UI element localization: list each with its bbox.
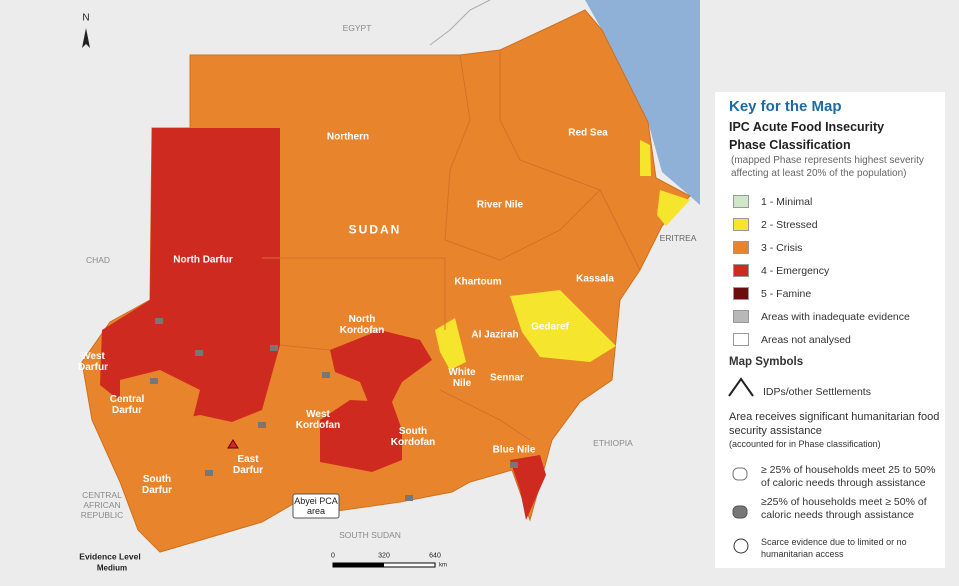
north-arrow (82, 28, 90, 48)
scarce-icon (733, 538, 749, 554)
phase4-area (330, 330, 432, 412)
phase2-area (657, 190, 690, 226)
region-label: Red Sea (568, 127, 608, 139)
assistance-note: (accounted for in Phase classification) (729, 439, 881, 449)
phase-label: Areas not analysed (761, 333, 851, 346)
assist-icon-light (732, 467, 748, 481)
phase-row: Areas with inadequate evidence (733, 309, 910, 324)
region-label: River Nile (476, 199, 524, 211)
state-borders (262, 50, 641, 441)
legend-title: Key for the Map (729, 98, 842, 115)
phase-swatch (733, 333, 749, 346)
assist-light: ≥ 25% of households meet 25 to 50% of ca… (761, 464, 936, 489)
region-label: South Kordofan (390, 426, 436, 448)
phase-label: 4 - Emergency (761, 264, 830, 277)
phase-swatch (733, 287, 749, 300)
phase-swatch (733, 264, 749, 277)
region-label: Kassala (576, 273, 614, 285)
country-label: SOUTH SUDAN (339, 530, 401, 540)
phase-row: 5 - Famine (733, 286, 811, 301)
region-label: Blue Nile (492, 444, 536, 456)
region-label: East Darfur (232, 454, 263, 476)
idp-symbol (227, 439, 239, 449)
region-label: North Darfur (173, 254, 233, 266)
region-label: White Nile (448, 367, 476, 389)
country-label: EGYPT (342, 23, 372, 33)
phase-swatch (733, 241, 749, 254)
region-label: Central Darfur (109, 394, 145, 416)
phase-row: 1 - Minimal (733, 194, 812, 209)
country-label: CENTRAL AFRICAN REPUBLIC (80, 490, 124, 520)
phase-row: Areas not analysed (733, 332, 851, 347)
phase4-area (100, 128, 280, 425)
assistance-title: Area receives significant humanitarian f… (729, 411, 940, 437)
symbols-title: Map Symbols (729, 356, 804, 368)
country-label: CHAD (85, 255, 111, 265)
region-label: West Darfur (77, 351, 108, 373)
scarce-label: Scarce evidence due to limited or no hum… (761, 537, 907, 559)
map (81, 0, 700, 568)
scale-bar (333, 563, 384, 567)
region-label: Sennar (490, 372, 524, 384)
assist-icon-dark (732, 505, 748, 519)
region-label: South Darfur (141, 474, 172, 496)
abyei-box (292, 493, 340, 519)
red-sea (585, 0, 700, 205)
country-label: ERITREA (659, 233, 697, 243)
phase2-area (640, 140, 651, 176)
phase-row: 3 - Crisis (733, 240, 802, 255)
phase-label: 2 - Stressed (761, 218, 818, 231)
phase4-area (320, 400, 402, 472)
region-label: Northern (326, 131, 370, 143)
settlement-symbols (150, 318, 518, 501)
phase3-area (120, 370, 200, 450)
scale-unit: km (439, 562, 447, 569)
scale-tick: 0 (331, 552, 335, 560)
idp-icon (728, 377, 754, 397)
region-label: North Kordofan (339, 314, 385, 336)
country-name: SUDAN (348, 222, 402, 237)
region-label: Khartoum (454, 276, 502, 288)
phase-row: 4 - Emergency (733, 263, 829, 278)
phase-label: 1 - Minimal (761, 195, 813, 208)
phase-swatch (733, 195, 749, 208)
evidence-level: Medium (96, 563, 128, 573)
phase-label: Areas with inadequate evidence (761, 310, 910, 323)
region-label: Al Jazirah (471, 329, 519, 341)
phase-swatch (733, 218, 749, 231)
abyei-label: Abyei PCA area (294, 496, 338, 516)
phase-row: 2 - Stressed (733, 217, 818, 232)
legend-note: (mapped Phase represents highest severit… (731, 155, 924, 179)
legend: Key for the Map IPC Acute Food Insecurit… (715, 92, 945, 568)
scale-tick: 640 (429, 552, 441, 560)
legend-subtitle: IPC Acute Food Insecurity Phase Classifi… (729, 120, 885, 152)
region-label: West Kordofan (295, 409, 341, 431)
north-label: N (82, 12, 90, 24)
phase2-area (510, 290, 616, 362)
phase2-area (435, 318, 466, 370)
phase-label: 5 - Famine (761, 287, 812, 300)
phase4-area (510, 455, 546, 520)
evidence-title: Evidence Level (79, 551, 141, 562)
phase-label: 3 - Crisis (761, 241, 803, 254)
assist-dark: ≥25% of households meet ≥ 50% of caloric… (761, 496, 927, 521)
region-label: Gedaref (531, 321, 569, 333)
country-label: ETHIOPIA (593, 438, 633, 448)
scale-tick: 320 (378, 552, 390, 560)
idp-label: IDPs/other Settlements (763, 386, 871, 398)
border (429, 0, 491, 46)
phase-swatch (733, 310, 749, 323)
